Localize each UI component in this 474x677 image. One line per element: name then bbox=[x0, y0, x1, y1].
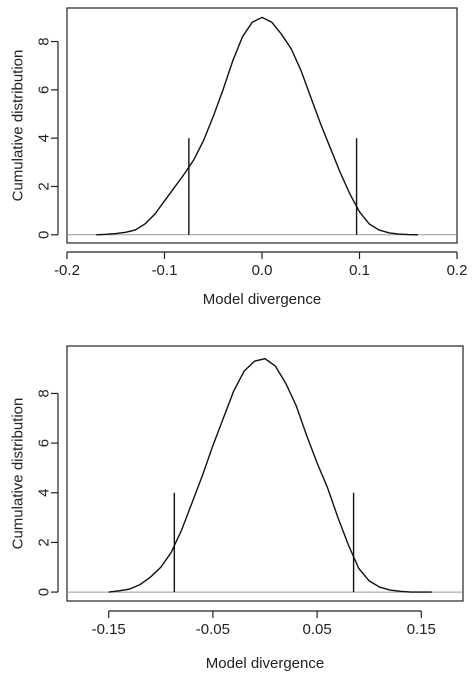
y-tick-label: 8 bbox=[36, 37, 53, 45]
y-tick-label: 2 bbox=[36, 538, 53, 546]
y-tick-label: 4 bbox=[36, 134, 53, 142]
y-tick-label: 0 bbox=[36, 588, 53, 596]
y-axis: 0 2 4 6 8 bbox=[36, 389, 59, 596]
x-tick-label: -0.05 bbox=[196, 621, 230, 638]
y-axis-label: Cumulative distribution bbox=[10, 50, 27, 202]
y-tick-label: 6 bbox=[36, 86, 53, 94]
y-axis: 0 2 4 6 8 bbox=[36, 37, 59, 239]
y-tick-label: 0 bbox=[36, 231, 53, 239]
y-axis-label: Cumulative distribution bbox=[10, 398, 27, 550]
x-tick-label: 0.05 bbox=[303, 621, 332, 638]
density-curve bbox=[96, 16, 419, 236]
x-axis: -0.2 -0.1 0.0 0.1 0.2 bbox=[54, 251, 468, 279]
x-axis-label: Model divergence bbox=[206, 655, 324, 672]
threshold-lines bbox=[188, 138, 358, 235]
x-tick-label: -0.15 bbox=[92, 621, 126, 638]
plot-bottom: -0.15 -0.05 0.05 0.15 0 2 4 6 8 Model divergenc… bbox=[10, 345, 464, 672]
x-tick-label: -0.2 bbox=[54, 262, 80, 279]
x-tick-label: 0.2 bbox=[447, 262, 468, 279]
x-tick-label: 0.0 bbox=[252, 262, 273, 279]
x-tick-label: 0.1 bbox=[349, 262, 370, 279]
plot-frame bbox=[66, 345, 464, 602]
y-tick-label: 6 bbox=[36, 439, 53, 447]
x-tick-label: -0.1 bbox=[152, 262, 178, 279]
x-axis: -0.15 -0.05 0.05 0.15 bbox=[92, 610, 436, 638]
x-tick-label: 0.15 bbox=[407, 621, 436, 638]
threshold-lines bbox=[173, 492, 355, 593]
y-tick-label: 2 bbox=[36, 182, 53, 190]
y-tick-label: 4 bbox=[36, 489, 53, 497]
density-curve bbox=[108, 357, 432, 593]
plot-frame bbox=[66, 7, 458, 244]
y-tick-label: 8 bbox=[36, 389, 53, 397]
plot-top: -0.2 -0.1 0.0 0.1 0.2 0 2 4 6 8 Model divergence… bbox=[10, 7, 468, 308]
x-axis-label: Model divergence bbox=[203, 291, 321, 308]
